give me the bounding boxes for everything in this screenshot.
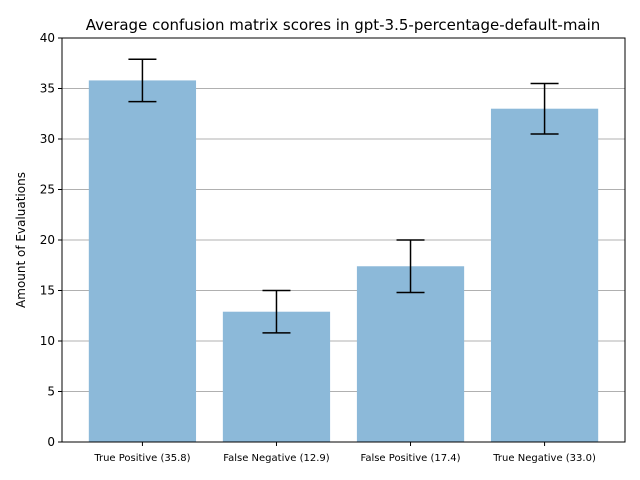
y-tick-label-8: 40 [40,31,55,45]
y-axis-label: Amount of Evaluations [14,172,28,308]
x-tick-label-3: True Negative (33.0) [492,453,596,464]
y-tick-label-6: 30 [40,132,55,146]
y-tick-label-3: 15 [40,284,55,298]
x-tick-label-0: True Positive (35.8) [93,453,190,464]
y-tick-label-2: 10 [40,334,55,348]
y-tick-label-5: 25 [40,183,55,197]
error-bar-0 [128,58,157,103]
y-axis-ticks: 0 5 10 15 20 25 30 35 40 [40,31,62,449]
chart-title: Average confusion matrix scores in gpt-3… [86,16,601,34]
error-bars [128,58,559,334]
error-bar-3 [530,82,559,135]
error-bar-1 [262,289,291,334]
bar-0 [88,80,197,443]
y-tick-label-0: 0 [47,435,55,449]
x-axis-ticks: True Positive (35.8) False Negative (12.9… [93,442,596,464]
y-tick-label-4: 20 [40,233,55,247]
x-tick-label-2: False Positive (17.4) [360,453,460,464]
y-tick-label-7: 35 [40,82,55,96]
y-tick-label-1: 5 [47,385,55,399]
bar-3 [490,108,599,442]
x-tick-label-1: False Negative (12.9) [223,453,330,464]
bar-2 [356,266,465,442]
error-bar-2 [396,239,425,294]
bars [88,80,599,443]
